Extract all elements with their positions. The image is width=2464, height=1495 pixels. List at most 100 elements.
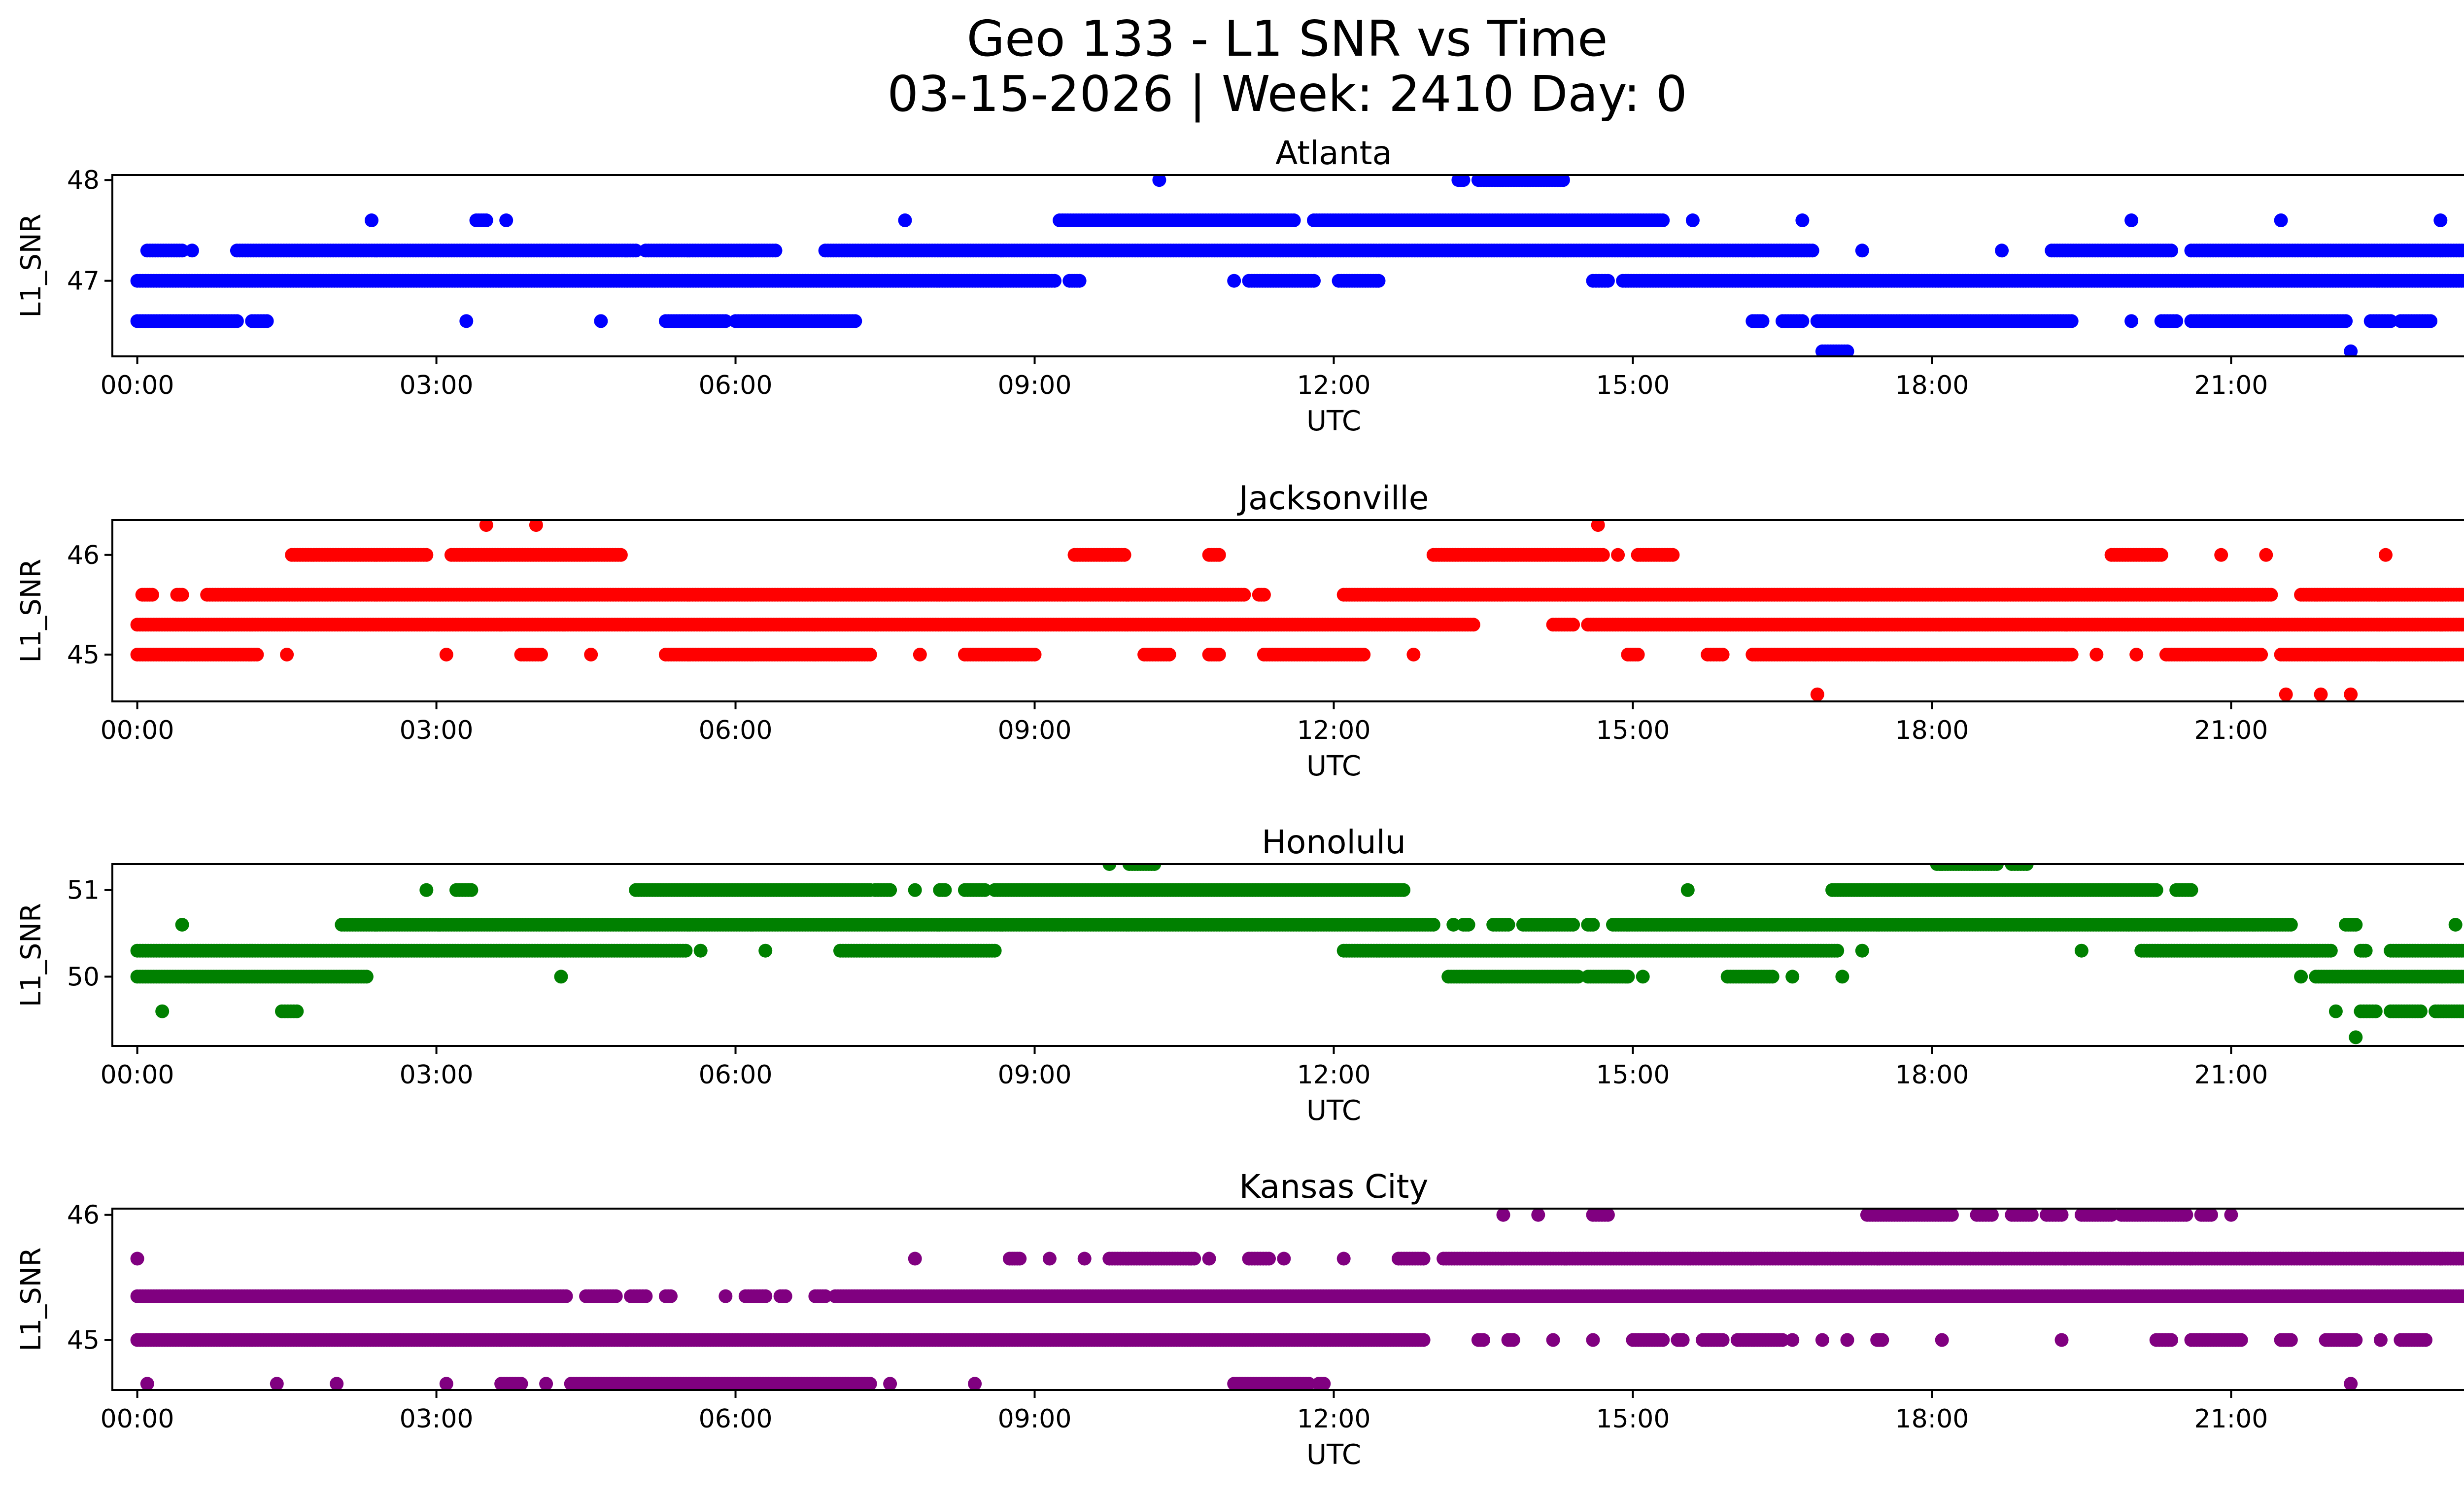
scatter-point: [2460, 275, 2464, 287]
scatter-point: [2019, 864, 2034, 871]
scatter-point: [898, 213, 912, 227]
scatter-point: [230, 314, 244, 328]
x-tick-label: 09:00: [998, 716, 1072, 745]
scatter-point: [1990, 864, 2004, 871]
scatter-point: [938, 883, 952, 897]
scatter-point: [2274, 213, 2288, 227]
scatter-point: [768, 243, 783, 258]
scatter-point: [1456, 175, 1471, 187]
scatter-point: [1680, 883, 1695, 897]
x-tick-label: 09:00: [998, 371, 1072, 400]
scatter-point: [2424, 314, 2438, 328]
y-tick-label: 47: [67, 267, 100, 296]
scatter-point: [2339, 314, 2353, 328]
scatter-point: [2433, 213, 2448, 227]
scatter-point: [978, 883, 992, 897]
scatter-point: [1840, 344, 1854, 356]
scatter-point: [175, 588, 189, 602]
scatter-point: [2460, 244, 2464, 257]
scatter-point: [2124, 314, 2139, 328]
scatter-point: [2314, 687, 2328, 701]
scatter-point: [2214, 548, 2228, 562]
scatter-point: [2184, 883, 2198, 897]
y-tick-label: 45: [67, 640, 100, 670]
x-tick-label: 03:00: [400, 716, 474, 745]
y-axis-label: L1_SNR: [15, 558, 47, 662]
scatter-point: [464, 883, 479, 897]
scatter-point: [365, 213, 378, 227]
y-tick-label: 46: [67, 541, 100, 570]
scatter-point: [145, 588, 159, 602]
scatter-point: [1072, 274, 1087, 288]
scatter-point: [1406, 648, 1421, 661]
scatter-point: [2461, 589, 2464, 601]
x-tick-label: 21:00: [2194, 716, 2268, 745]
scatter-point: [1397, 883, 1411, 897]
scatter-point: [1212, 648, 1226, 661]
scatter-point: [2384, 314, 2398, 328]
x-tick-label: 03:00: [400, 371, 474, 400]
x-tick-label: 15:00: [1596, 371, 1670, 400]
scatter-point: [913, 648, 927, 661]
figure-title-line1: Geo 133 - L1 SNR vs Time: [967, 10, 1608, 68]
x-tick-label: 12:00: [1297, 716, 1371, 745]
scatter-point: [2064, 648, 2079, 661]
scatter-point: [2254, 648, 2268, 661]
scatter-point: [1666, 548, 1680, 562]
x-tick-label: 00:00: [101, 716, 174, 745]
scatter-point: [1596, 548, 1610, 562]
scatter-point: [1048, 274, 1061, 288]
scatter-point: [1287, 213, 1301, 227]
scatter-point: [1466, 618, 1480, 632]
scatter-point: [1591, 520, 1605, 532]
scatter-point: [1995, 243, 2009, 258]
scatter-point: [1117, 548, 1131, 562]
scatter-series: [130, 520, 2464, 701]
scatter-point: [1810, 687, 1824, 701]
scatter-point: [2064, 314, 2079, 328]
x-tick-label: 18:00: [1895, 371, 1969, 400]
panel-title: Atlanta: [1275, 134, 1392, 172]
scatter-point: [479, 520, 493, 532]
x-tick-label: 15:00: [1596, 716, 1670, 745]
scatter-point: [2264, 588, 2278, 602]
scatter-point: [1805, 243, 1819, 258]
scatter-point: [1357, 648, 1371, 661]
scatter-point: [2124, 213, 2139, 227]
scatter-point: [250, 648, 264, 661]
scatter-point: [175, 243, 189, 258]
scatter-point: [175, 918, 189, 932]
scatter-point: [1755, 314, 1770, 328]
scatter-point: [2154, 548, 2168, 562]
scatter-point: [614, 548, 628, 562]
scatter-point: [280, 648, 294, 661]
scatter-point: [1556, 175, 1570, 187]
x-tick-label: 18:00: [1895, 716, 1969, 745]
scatter-point: [1237, 588, 1251, 602]
scatter-point: [2460, 648, 2464, 661]
scatter-point: [1227, 274, 1241, 288]
scatter-point: [2164, 243, 2178, 258]
x-axis-label: UTC: [1306, 750, 1361, 782]
panel-title: Jacksonville: [1237, 479, 1429, 517]
panel-title: Honolulu: [1262, 823, 1406, 861]
scatter-point: [2129, 648, 2144, 661]
scatter-series: [130, 175, 2464, 356]
scatter-point: [2149, 883, 2163, 897]
scatter-point: [2379, 548, 2393, 562]
x-tick-label: 00:00: [101, 371, 174, 400]
scatter-point: [1855, 243, 1869, 258]
scatter-point: [1631, 648, 1645, 661]
scatter-point: [185, 243, 199, 258]
scatter-point: [2089, 648, 2104, 661]
scatter-point: [1371, 274, 1386, 288]
scatter-point: [1656, 213, 1670, 227]
scatter-point: [1611, 548, 1625, 562]
scatter-point: [459, 314, 474, 328]
scatter-point: [629, 243, 643, 258]
scatter-point: [529, 520, 543, 532]
scatter-point: [1307, 274, 1321, 288]
